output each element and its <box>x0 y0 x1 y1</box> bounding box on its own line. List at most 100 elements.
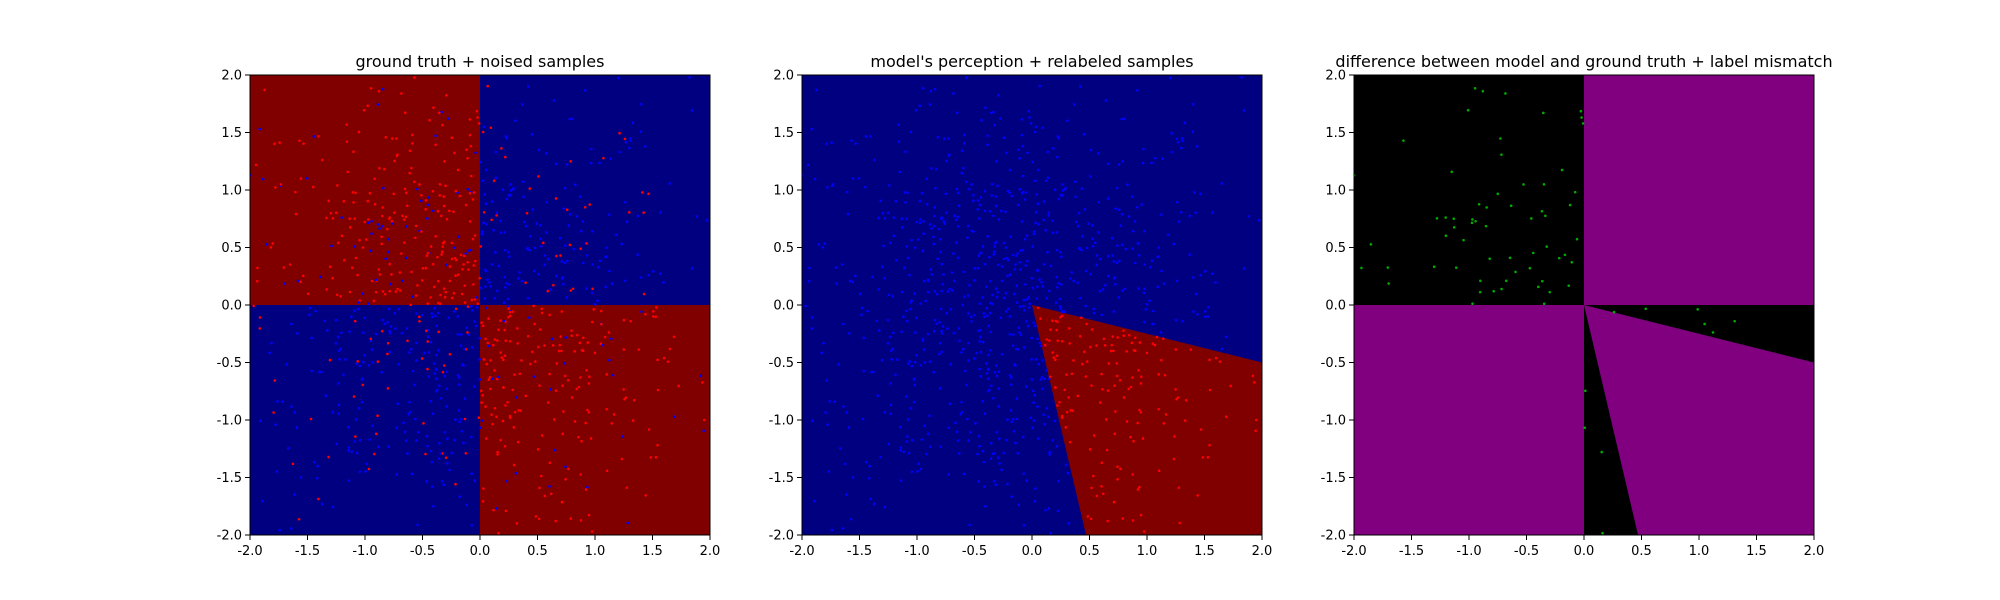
point-red <box>1060 416 1064 420</box>
point-blue <box>493 251 497 254</box>
point-blue <box>293 493 296 496</box>
point-blue <box>503 285 507 289</box>
point-blue <box>570 117 574 121</box>
point-red <box>591 287 594 291</box>
point-blue <box>1057 479 1060 483</box>
point-blue <box>1011 253 1015 257</box>
point-blue <box>962 270 965 274</box>
point-blue <box>387 250 390 254</box>
y-tick-label: -0.5 <box>1321 356 1346 371</box>
point-blue <box>936 257 940 261</box>
point-blue <box>977 254 981 258</box>
point-blue <box>659 211 662 214</box>
point-blue <box>324 394 328 397</box>
point-blue <box>1161 157 1164 161</box>
point-mismatch <box>1484 224 1488 228</box>
point-blue <box>315 476 319 480</box>
point-blue <box>1036 437 1040 440</box>
point-blue <box>1020 220 1024 223</box>
point-blue <box>1073 103 1076 106</box>
point-blue <box>505 479 508 483</box>
point-red <box>504 404 507 407</box>
point-red <box>331 276 335 280</box>
point-blue <box>1002 257 1006 261</box>
point-blue <box>554 274 558 278</box>
point-blue <box>1033 130 1037 134</box>
point-blue <box>1120 117 1123 121</box>
point-blue <box>1004 246 1008 249</box>
point-red <box>408 149 412 153</box>
point-blue <box>841 527 845 530</box>
point-red <box>1072 359 1075 362</box>
point-blue <box>522 180 525 184</box>
point-blue <box>325 329 329 332</box>
point-blue <box>817 243 821 246</box>
point-blue <box>833 400 837 404</box>
point-blue <box>408 410 412 414</box>
point-blue <box>959 412 963 416</box>
y-tick-label: -1.0 <box>769 414 794 429</box>
point-blue <box>955 241 958 244</box>
point-red <box>586 341 590 344</box>
region-diff-bottom-left <box>1354 305 1584 535</box>
point-blue <box>1059 307 1063 310</box>
point-blue <box>860 306 864 310</box>
point-blue <box>1023 198 1027 201</box>
point-mismatch <box>1540 209 1544 213</box>
point-blue <box>1043 422 1046 426</box>
point-blue <box>376 103 380 106</box>
point-blue <box>596 299 599 302</box>
point-red <box>537 175 540 178</box>
point-blue <box>470 472 474 475</box>
point-blue <box>1005 438 1008 442</box>
point-blue <box>505 281 508 285</box>
point-blue <box>920 438 923 441</box>
point-blue <box>1006 189 1010 193</box>
point-blue <box>904 201 907 204</box>
point-blue <box>274 423 277 426</box>
point-blue <box>956 256 960 260</box>
point-blue <box>933 318 937 322</box>
point-blue <box>290 405 293 408</box>
point-blue <box>966 417 969 421</box>
point-blue <box>910 470 914 473</box>
point-red <box>578 341 582 345</box>
point-blue <box>881 211 885 215</box>
point-blue <box>942 137 946 140</box>
point-red <box>473 298 477 301</box>
point-blue <box>427 335 430 339</box>
point-red <box>328 265 332 269</box>
point-blue <box>586 485 589 489</box>
point-blue <box>873 158 876 162</box>
point-blue <box>1133 261 1137 265</box>
point-blue <box>1107 254 1110 258</box>
point-blue <box>1112 310 1116 313</box>
y-tick-label: -1.5 <box>769 471 794 486</box>
point-blue <box>880 358 884 362</box>
point-red <box>570 329 573 332</box>
point-red <box>469 174 473 178</box>
point-red <box>376 360 380 363</box>
point-red <box>511 388 514 392</box>
point-red <box>363 220 367 224</box>
point-blue <box>940 350 944 354</box>
point-blue <box>480 232 484 236</box>
point-blue <box>926 432 930 436</box>
point-red <box>588 375 591 379</box>
point-mismatch <box>1444 234 1448 238</box>
point-blue <box>938 341 942 345</box>
point-blue <box>1150 161 1153 165</box>
point-blue <box>1150 259 1154 263</box>
point-blue <box>979 375 982 378</box>
point-red <box>440 253 443 256</box>
point-red <box>456 168 460 172</box>
point-red <box>1122 396 1126 399</box>
point-blue <box>906 191 909 195</box>
point-blue <box>443 430 447 434</box>
point-blue <box>473 479 476 482</box>
point-red <box>605 373 609 376</box>
y-tick-label: 2.0 <box>773 69 794 84</box>
point-blue <box>1020 133 1024 137</box>
point-red <box>1085 322 1088 326</box>
point-red <box>424 266 428 270</box>
